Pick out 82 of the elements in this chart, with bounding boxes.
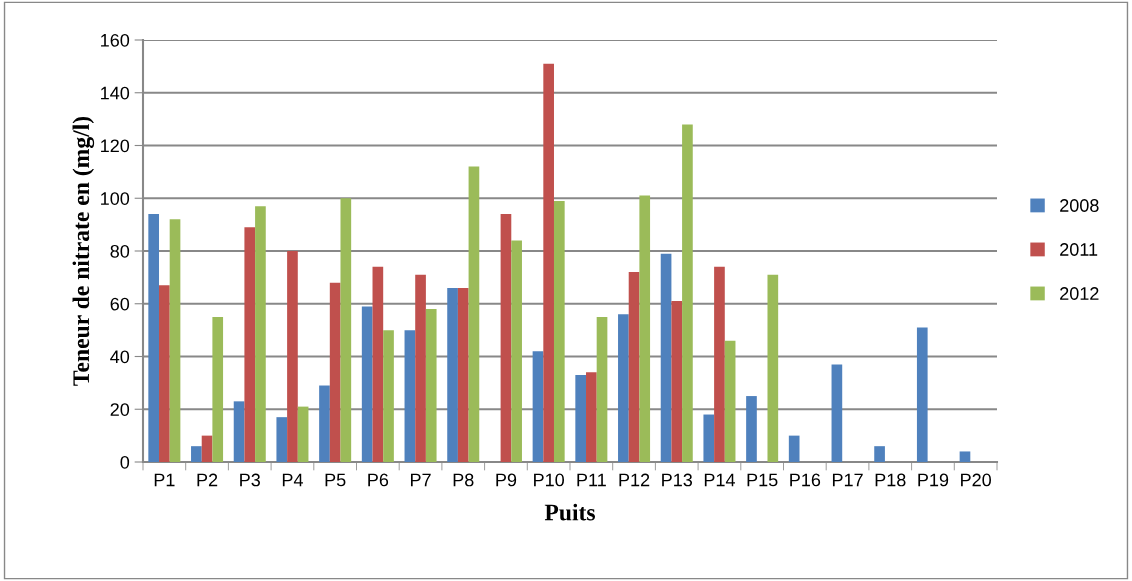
bar	[457, 287, 469, 462]
y-tick-label: 100	[101, 192, 130, 205]
y-axis-title: Teneur de nitrate en (mg/l)	[72, 116, 95, 386]
x-axis-title: Puits	[544, 503, 596, 521]
bar	[233, 401, 245, 462]
bar	[148, 214, 160, 462]
bar	[244, 227, 256, 462]
bar	[959, 451, 971, 462]
y-tick-label: 120	[101, 139, 130, 153]
x-tick-label: P16	[790, 473, 821, 487]
bar	[201, 435, 213, 462]
x-tick-label: P3	[240, 473, 260, 487]
x-tick-label: P2	[197, 473, 218, 487]
bar	[329, 282, 341, 462]
x-tick-label: P13	[662, 473, 693, 487]
x-tick-label: P20	[961, 473, 992, 487]
bar	[532, 351, 544, 462]
bar	[660, 253, 672, 462]
bar	[874, 446, 885, 462]
bar	[447, 287, 458, 462]
y-tick-label: 0	[120, 455, 130, 469]
x-tick-label: P14	[704, 473, 735, 487]
bar	[287, 251, 298, 462]
x-tick-label: P11	[577, 473, 606, 487]
bar	[714, 266, 725, 462]
bar	[543, 63, 554, 462]
x-tick-label: P8	[453, 473, 474, 487]
bar	[767, 274, 779, 462]
bar	[297, 406, 309, 462]
bar	[169, 219, 181, 462]
bar	[596, 316, 608, 462]
bar	[511, 240, 522, 462]
bar	[415, 274, 426, 462]
bar	[618, 314, 629, 462]
bar	[468, 166, 480, 462]
bar	[671, 301, 683, 462]
bar	[916, 327, 928, 462]
x-tick-label: P10	[534, 473, 565, 487]
x-tick-label: P7	[410, 473, 431, 487]
bar	[628, 272, 640, 462]
legend-label: 2011	[1060, 243, 1098, 256]
bar	[639, 195, 651, 462]
bar	[255, 206, 266, 462]
y-tick-label: 80	[110, 244, 130, 258]
bar	[191, 446, 202, 462]
x-tick-label: P12	[619, 473, 650, 487]
bar	[682, 124, 693, 462]
y-tick-label: 60	[110, 297, 130, 311]
bar	[404, 330, 416, 462]
x-tick-label: P6	[368, 473, 389, 487]
bar	[340, 198, 352, 462]
x-tick-label: P15	[747, 473, 778, 487]
bar	[724, 340, 736, 462]
x-tick-label: P9	[496, 473, 517, 487]
x-tick-label: P1	[154, 473, 175, 487]
x-tick-label: P19	[918, 473, 949, 487]
bar	[425, 309, 437, 462]
y-tick-label: 160	[101, 33, 130, 47]
bar	[383, 330, 394, 462]
bar	[500, 214, 512, 462]
bar	[553, 200, 565, 462]
bar	[361, 306, 373, 462]
bar	[372, 266, 384, 462]
bar	[788, 435, 800, 462]
x-tick-label: P4	[282, 473, 303, 487]
bar	[746, 396, 757, 462]
bar	[586, 372, 597, 462]
bar	[212, 316, 224, 462]
bar	[159, 285, 170, 462]
y-tick-label: 140	[101, 86, 130, 100]
legend-label: 2012	[1060, 287, 1099, 300]
legend-label: 2008	[1060, 199, 1099, 212]
bar	[831, 364, 843, 462]
bar	[703, 414, 715, 462]
bar	[575, 374, 587, 462]
bar	[319, 385, 330, 462]
y-tick-label: 40	[110, 350, 130, 364]
x-tick-label: P5	[325, 473, 346, 487]
x-tick-label: P18	[875, 473, 906, 487]
x-tick-label: P17	[832, 473, 863, 487]
bar	[276, 417, 288, 462]
y-tick-label: 20	[110, 403, 130, 416]
